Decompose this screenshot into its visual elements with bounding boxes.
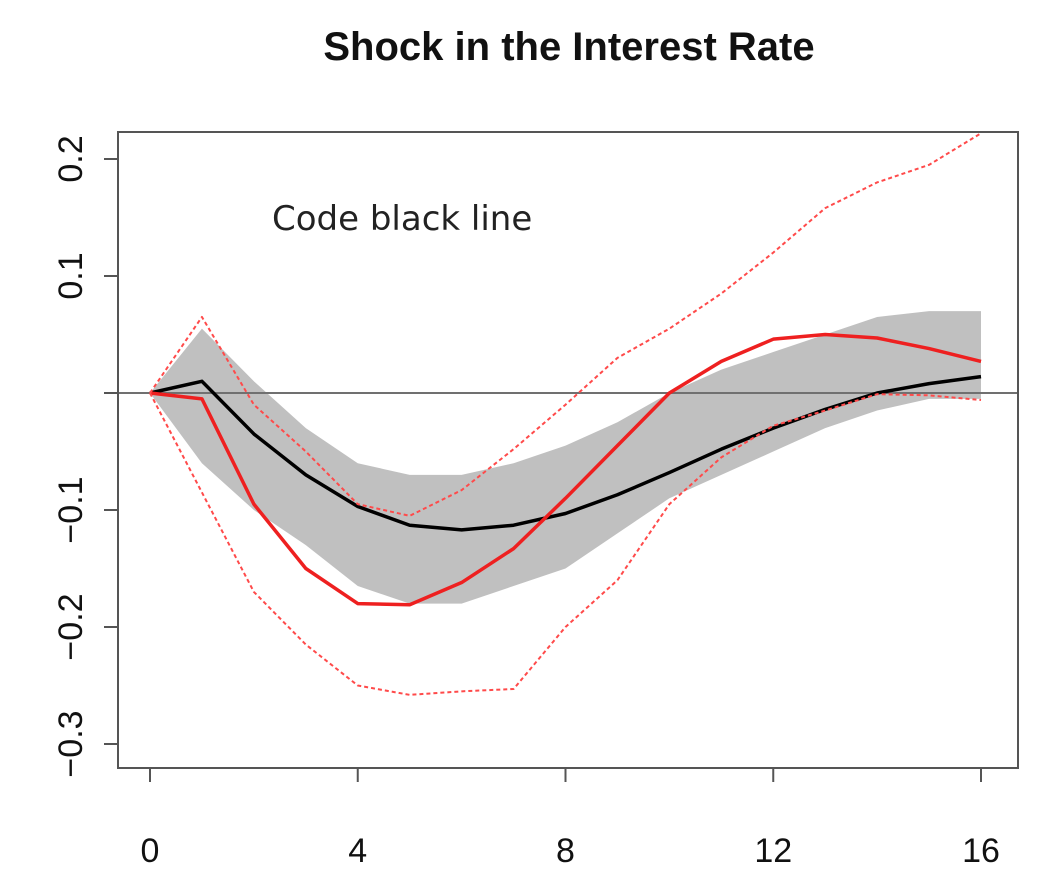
x-tick-label: 4 bbox=[348, 832, 367, 870]
chart-annotation: Code black line bbox=[272, 199, 532, 239]
plot-area: 0 4 8 12 16 −0.3 −0.2 −0.1 0.1 0.2 bbox=[52, 131, 1019, 870]
x-tick-label: 12 bbox=[754, 832, 792, 870]
x-tick-label: 0 bbox=[141, 832, 160, 870]
x-tick-label: 16 bbox=[962, 832, 1000, 870]
confidence-band bbox=[150, 311, 981, 604]
series-line-4 bbox=[149, 392, 982, 696]
y-tick-label: −0.2 bbox=[52, 593, 90, 660]
x-tick-label: 8 bbox=[556, 832, 575, 870]
series-line-3 bbox=[149, 132, 982, 517]
chart-title: Shock in the Interest Rate bbox=[323, 25, 814, 69]
y-tick-label: −0.1 bbox=[52, 476, 90, 543]
y-tick-label: 0.1 bbox=[52, 252, 90, 299]
series-line-1 bbox=[149, 374, 982, 532]
series-line-2 bbox=[149, 332, 982, 607]
y-tick-label: −0.3 bbox=[52, 710, 90, 777]
y-tick-label: 0.2 bbox=[52, 135, 90, 182]
